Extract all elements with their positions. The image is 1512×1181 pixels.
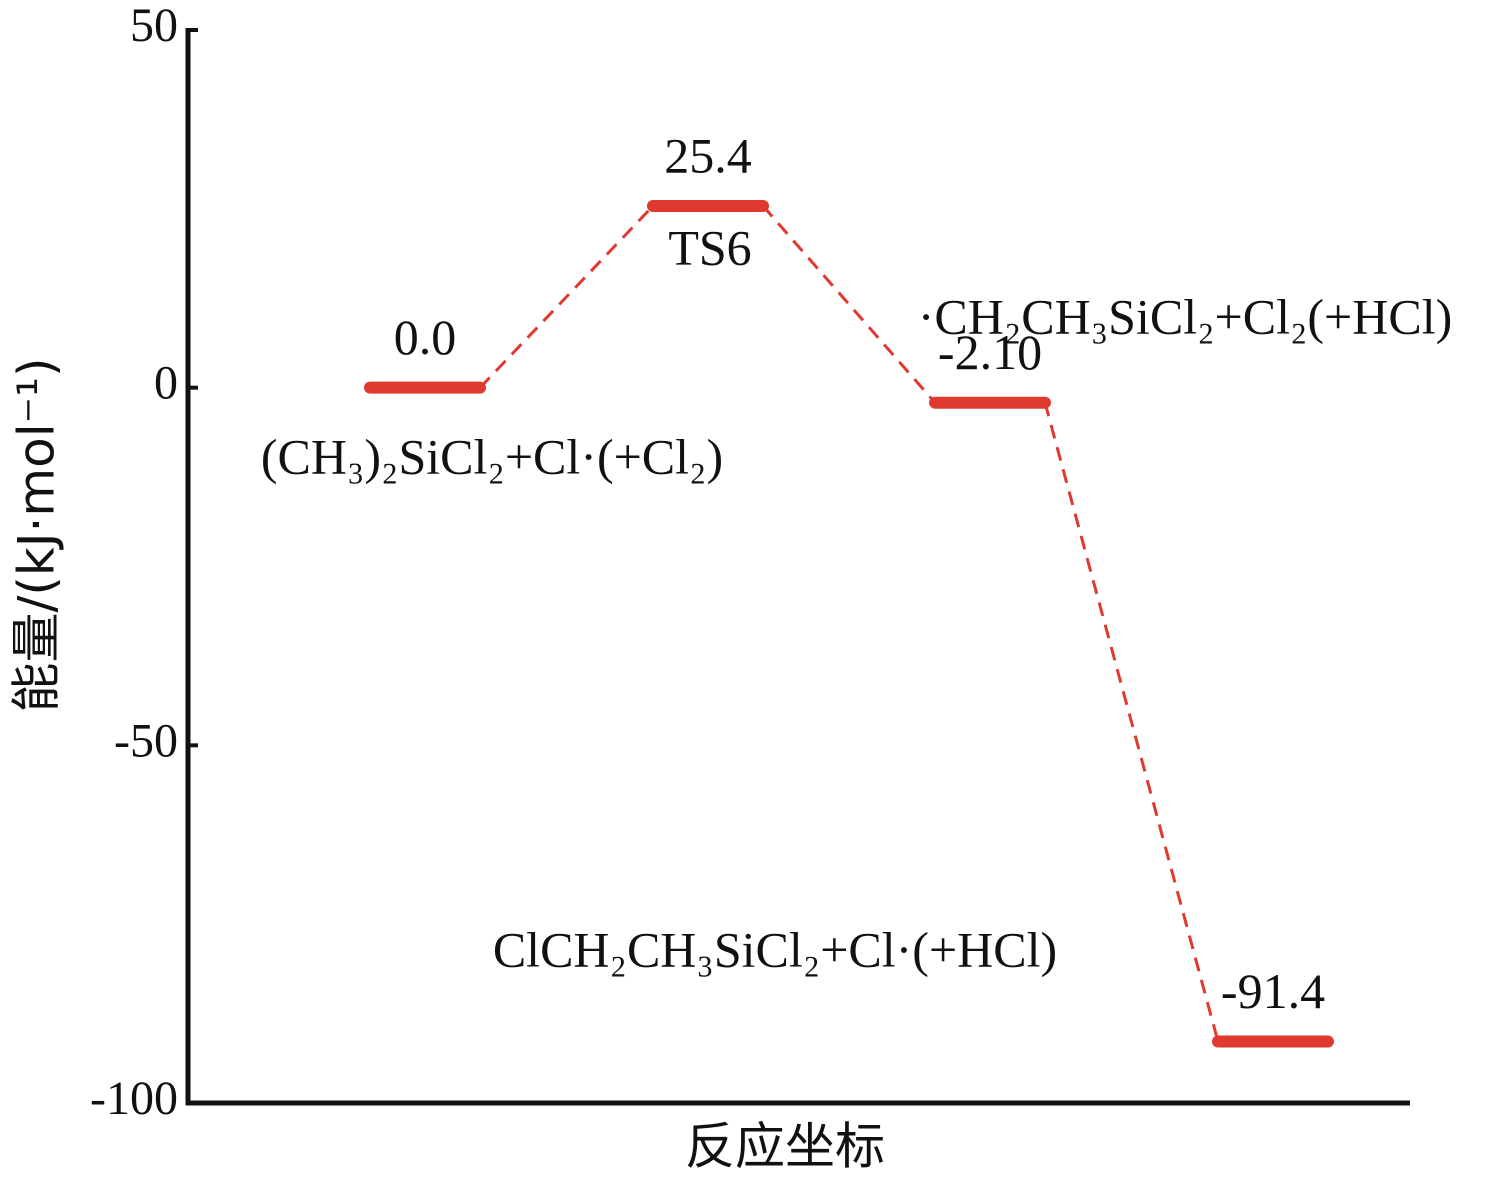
connector: [478, 204, 655, 389]
species-label: TS6: [668, 219, 751, 275]
species-label: ClCH₂CH₃SiCl₂+Cl·(+HCl): [493, 921, 1057, 977]
y-tick-label: -50: [114, 714, 178, 767]
value-label: 0.0: [394, 309, 457, 365]
y-tick-label: -100: [90, 1072, 178, 1125]
species-label: (CH₃)₂SiCl₂+Cl·(+Cl₂): [261, 428, 723, 484]
value-label: 25.4: [664, 127, 752, 183]
connector: [761, 204, 937, 404]
species-label: ·CH₂CH₃SiCl₂+Cl₂(+HCl): [918, 288, 1453, 344]
connector: [1043, 402, 1220, 1042]
x-axis-label: 反应坐标: [685, 1118, 885, 1176]
y-tick-label: 50: [130, 0, 178, 52]
value-label: -91.4: [1221, 963, 1325, 1019]
y-tick-label: 0: [154, 357, 178, 410]
y-axis-label: 能量/(kJ·mol⁻¹): [8, 357, 66, 712]
value-label: -2.10: [938, 324, 1042, 380]
